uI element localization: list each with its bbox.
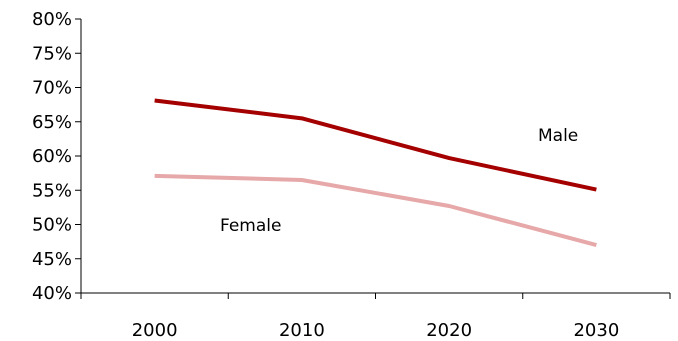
series-labels: Male Female [220, 126, 578, 236]
x-axis-ticks: 2000 2010 2020 2030 [80, 293, 671, 341]
y-tick-label: 55% [32, 180, 72, 201]
series-label-female: Female [220, 216, 281, 236]
y-tick-label: 40% [32, 283, 72, 304]
y-tick-label: 45% [32, 249, 72, 270]
series-line-female [154, 173, 597, 247]
y-tick-label: 80% [32, 9, 72, 30]
x-tick-label: 2030 [573, 320, 619, 341]
x-tick-label: 2010 [279, 320, 325, 341]
y-axis-ticks: 40% 45% 50% 55% 60% 65% 70% 75% 80% [32, 9, 81, 304]
y-tick-label: 65% [32, 112, 72, 133]
y-tick-label: 60% [32, 146, 72, 167]
y-tick-label: 50% [32, 215, 72, 236]
axes [80, 19, 670, 294]
series-lines [154, 98, 597, 247]
y-tick-label: 70% [32, 78, 72, 99]
x-tick-label: 2020 [426, 320, 472, 341]
series-label-male: Male [538, 126, 578, 146]
x-tick-label: 2000 [132, 320, 178, 341]
y-tick-label: 75% [32, 43, 72, 64]
series-line-male [154, 98, 597, 192]
